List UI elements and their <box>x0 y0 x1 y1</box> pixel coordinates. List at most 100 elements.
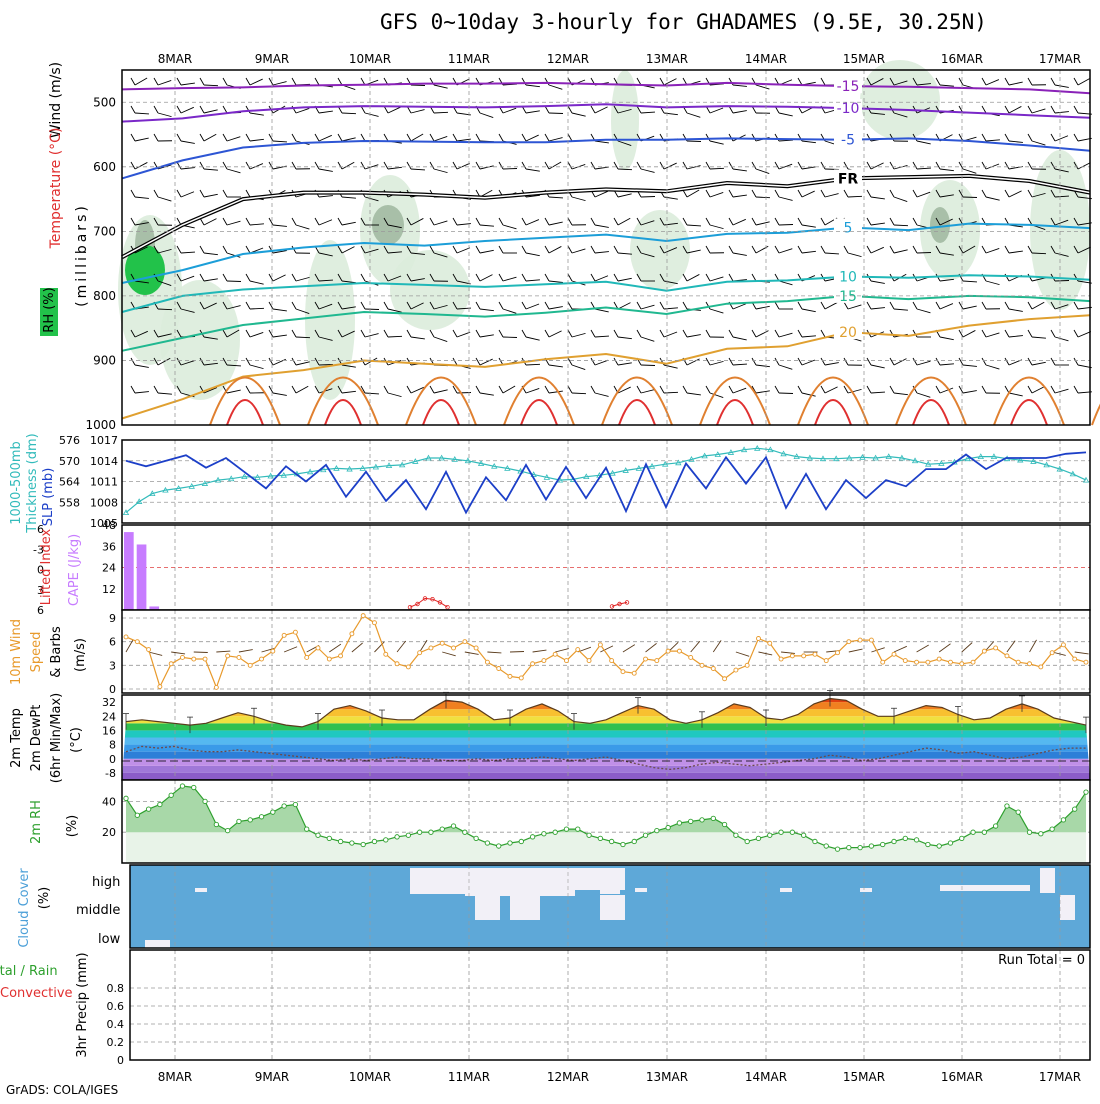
isotherm-label: FR <box>838 171 859 187</box>
cloud-clear-cell <box>510 895 540 920</box>
wind-marker <box>768 641 772 645</box>
precip-tick: 0.8 <box>107 982 125 995</box>
grads-credit: GrADS: COLA/IGES <box>6 1083 118 1097</box>
wind-marker <box>192 657 196 661</box>
cloud-clear-cell <box>780 888 792 892</box>
rh-marker <box>395 835 399 839</box>
w10-label-2: Speed <box>29 632 44 673</box>
rh-marker <box>1016 810 1020 814</box>
wind-marker <box>802 654 806 658</box>
rh-marker <box>745 839 749 843</box>
rh-marker <box>881 842 885 846</box>
wind-marker <box>508 674 512 678</box>
rh-marker <box>689 819 693 823</box>
rh-marker <box>937 844 941 848</box>
rh-marker <box>813 839 817 843</box>
precip-tick: 0.2 <box>107 1036 125 1049</box>
rh-marker <box>124 796 128 800</box>
rh-blob <box>390 250 470 330</box>
rh-marker <box>192 785 196 789</box>
wind-marker <box>666 649 670 653</box>
rh-marker <box>305 827 309 831</box>
precip-panel: 00.20.40.60.8 Run Total = 0 Total / Rain… <box>0 950 1090 1067</box>
temp-band <box>122 759 1090 766</box>
rh-marker <box>768 833 772 837</box>
wind-marker <box>226 654 230 658</box>
rh-marker <box>971 830 975 834</box>
cloud-level-high: high <box>92 875 120 890</box>
rh-marker <box>350 841 354 845</box>
wind-marker <box>271 649 275 653</box>
wind-tick: 6 <box>109 636 116 649</box>
rh-marker <box>564 827 568 831</box>
cloud-clear-cell <box>195 888 207 892</box>
rh-marker <box>338 839 342 843</box>
thickness-tick: 558 <box>59 496 80 509</box>
rh-marker <box>542 832 546 836</box>
rh-marker <box>598 836 602 840</box>
rh-marker <box>384 838 388 842</box>
wind-marker <box>1061 643 1065 647</box>
rh-marker <box>779 830 783 834</box>
thickness-tick: 576 <box>59 434 80 447</box>
cloud-label-1: Cloud Cover <box>17 868 32 948</box>
date-label-bottom: 9MAR <box>255 1070 290 1084</box>
cs-ylabel-wind: Wind (m/s) <box>48 62 64 138</box>
wind-marker <box>994 646 998 650</box>
rh-marker <box>790 830 794 834</box>
wind-marker <box>248 663 252 667</box>
wind-marker <box>1016 660 1020 664</box>
wind-marker <box>531 662 535 666</box>
rh-marker <box>259 815 263 819</box>
wind-marker <box>1039 665 1043 669</box>
isotherm-label: -5 <box>841 133 855 149</box>
rh-marker <box>655 828 659 832</box>
wind-tick: 3 <box>109 659 116 672</box>
temp-tick: 8 <box>109 739 116 752</box>
isotherm-label: -15 <box>837 79 860 95</box>
precip-run-total: Run Total = 0 <box>998 953 1085 968</box>
wind-marker <box>485 660 489 664</box>
wind-marker <box>689 655 693 659</box>
rh-marker <box>993 824 997 828</box>
cape-tick: 24 <box>102 562 116 575</box>
rh-marker <box>643 833 647 837</box>
rh-marker <box>892 839 896 843</box>
wind-marker <box>1028 662 1032 666</box>
wind-marker <box>926 660 930 664</box>
wind-marker <box>339 654 343 658</box>
date-label-bottom: 10MAR <box>349 1070 391 1084</box>
date-label-top: 16MAR <box>941 52 983 66</box>
wind-marker <box>858 638 862 642</box>
rh-marker <box>1061 818 1065 822</box>
date-label-bottom: 8MAR <box>158 1070 193 1084</box>
rh-blob <box>1030 150 1090 310</box>
rh-marker <box>361 842 365 846</box>
precip-tick: 0.4 <box>107 1018 125 1031</box>
wind-marker <box>463 640 467 644</box>
isotherm-label: -10 <box>837 101 860 117</box>
precip-tick-labels: 00.20.40.60.8 <box>107 982 125 1067</box>
rh-marker <box>926 842 930 846</box>
temp-band <box>122 745 1090 752</box>
rh-marker <box>700 818 704 822</box>
cape-tick: 36 <box>102 540 116 553</box>
rh-marker <box>497 844 501 848</box>
wind-marker <box>147 648 151 652</box>
cs-ylabel-rh: RH (%) <box>42 287 57 332</box>
rh-marker <box>1039 832 1043 836</box>
wind-marker <box>824 659 828 663</box>
rh2-label-2: (%) <box>65 815 80 838</box>
slp-tick: 1017 <box>90 434 118 447</box>
wind-marker <box>881 660 885 664</box>
temp-band <box>122 723 1090 730</box>
wind-marker <box>960 662 964 666</box>
rh-marker <box>146 807 150 811</box>
rh-marker <box>1050 827 1054 831</box>
rh-marker <box>406 833 410 837</box>
wind-marker <box>982 649 986 653</box>
date-label-top: 12MAR <box>547 52 589 66</box>
